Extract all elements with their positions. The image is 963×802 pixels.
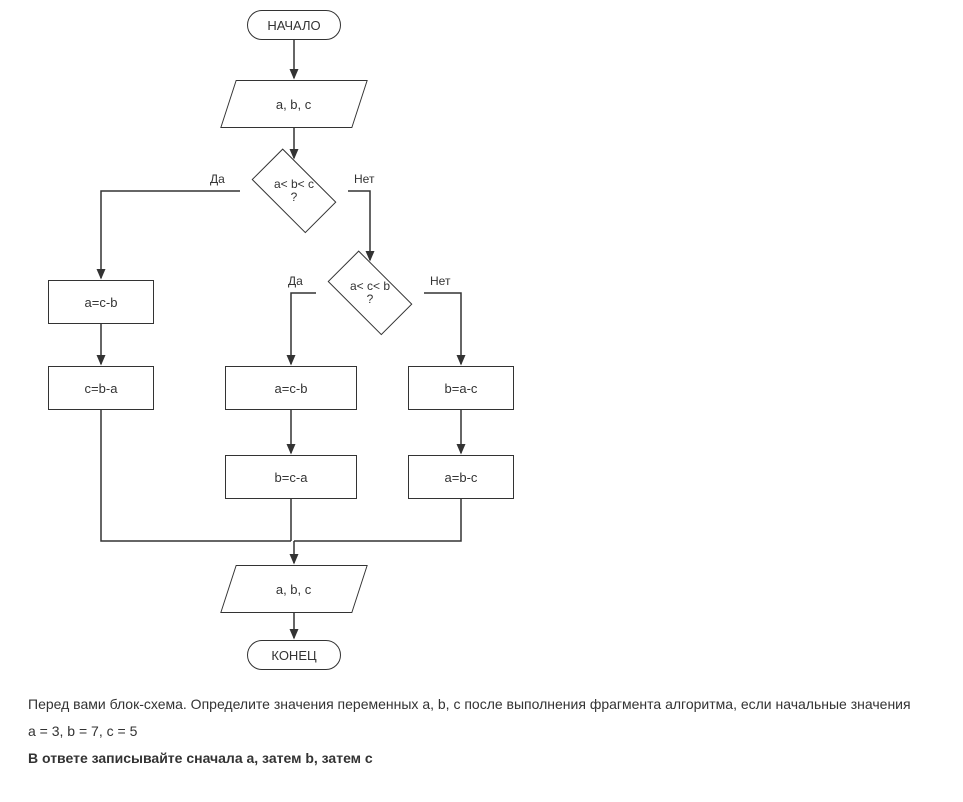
node-process-r2-label: a=b-c — [445, 470, 478, 485]
node-decision-1: a< b< c? — [240, 160, 348, 222]
node-process-l1-label: a=c-b — [85, 295, 118, 310]
node-process-m1: a=c-b — [225, 366, 357, 410]
node-decision-2: a< c< b? — [316, 262, 424, 324]
edge-label-d1-yes: Да — [210, 172, 225, 186]
question-text: Перед вами блок-схема. Определите значен… — [0, 680, 963, 795]
node-input: a, b, c — [220, 80, 368, 128]
node-start: НАЧАЛО — [247, 10, 341, 40]
node-process-m1-label: a=c-b — [275, 381, 308, 396]
flowchart-edges — [0, 0, 963, 680]
node-process-m2: b=c-a — [225, 455, 357, 499]
node-end-label: КОНЕЦ — [271, 648, 316, 663]
edge-label-d2-yes: Да — [288, 274, 303, 288]
node-decision-2-label: a< c< b? — [350, 280, 390, 306]
node-end: КОНЕЦ — [247, 640, 341, 670]
question-line-2: a = 3, b = 7, c = 5 — [28, 721, 935, 742]
node-process-r1-label: b=a-c — [445, 381, 478, 396]
node-process-l2-label: c=b-a — [85, 381, 118, 396]
edge-label-d2-no: Нет — [430, 274, 450, 288]
node-output-label: a, b, c — [276, 582, 311, 597]
node-input-label: a, b, c — [276, 97, 311, 112]
node-process-r2: a=b-c — [408, 455, 514, 499]
node-process-m2-label: b=c-a — [275, 470, 308, 485]
node-process-r1: b=a-c — [408, 366, 514, 410]
page: НАЧАЛО a, b, c a< b< c? Да Нет a=c-b c=b… — [0, 0, 963, 795]
question-line-3: В ответе записывайте сначала a, затем b,… — [28, 748, 935, 769]
node-start-label: НАЧАЛО — [267, 18, 320, 33]
node-process-l1: a=c-b — [48, 280, 154, 324]
node-output: a, b, c — [220, 565, 368, 613]
question-line-1: Перед вами блок-схема. Определите значен… — [28, 694, 935, 715]
edge-label-d1-no: Нет — [354, 172, 374, 186]
flowchart-canvas: НАЧАЛО a, b, c a< b< c? Да Нет a=c-b c=b… — [0, 0, 963, 680]
node-process-l2: c=b-a — [48, 366, 154, 410]
node-decision-1-label: a< b< c? — [274, 178, 314, 204]
